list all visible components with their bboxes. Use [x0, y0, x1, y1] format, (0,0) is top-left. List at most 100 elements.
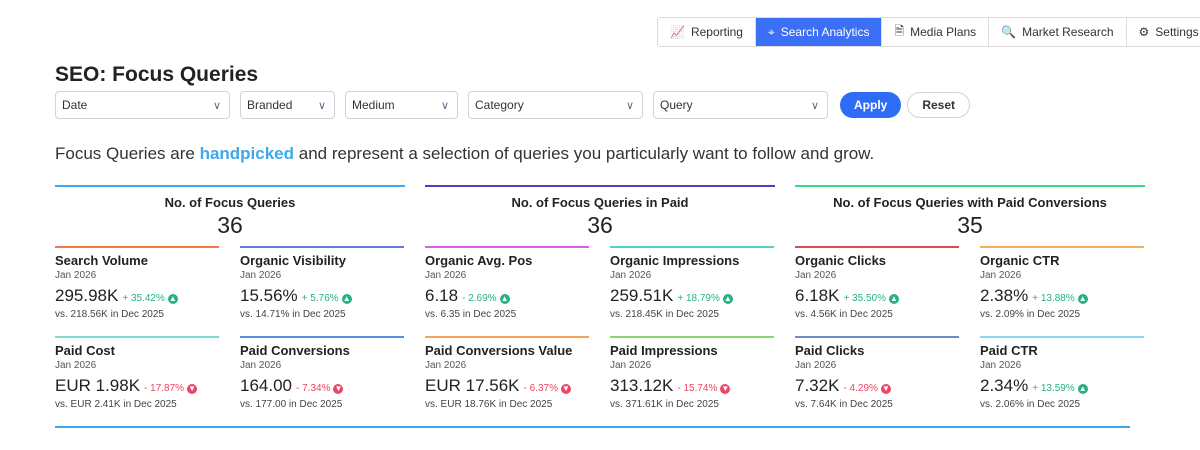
metric-color-bar: [55, 246, 219, 248]
metric-value: 7.32K: [795, 376, 840, 395]
metric-color-bar: [980, 246, 1144, 248]
metric-date: Jan 2026: [425, 270, 467, 281]
branded-select[interactable]: Branded ∨: [240, 91, 335, 119]
metric-card: Paid Impressions Jan 2026 313.12K - 15.74% ▼…: [610, 336, 774, 410]
metric-change-text: + 35.42%: [122, 293, 165, 304]
metric-title: Paid CTR: [980, 343, 1038, 358]
metric-change-text: - 2.69%: [462, 293, 497, 304]
nav-label: Reporting: [690, 25, 743, 39]
metric-color-bar: [240, 336, 404, 338]
nav-market-research[interactable]: 🔍 Market Research: [989, 18, 1127, 46]
intro-text: Focus Queries are handpicked and represe…: [55, 144, 874, 164]
metric-color-bar: [425, 246, 589, 248]
metric-change: + 35.50% ▲: [843, 293, 899, 304]
nav-settings[interactable]: ⚙ Settings: [1127, 18, 1200, 46]
medium-select-value: Medium: [352, 98, 395, 112]
nav-reporting[interactable]: 📈 Reporting: [658, 18, 756, 46]
date-select[interactable]: Date ∨: [55, 91, 230, 119]
arrow-up-icon: ▲: [499, 293, 510, 304]
metric-value: 295.98K: [55, 286, 119, 305]
metric-change-text: - 6.37%: [523, 383, 558, 394]
chevron-down-icon: ∨: [440, 99, 449, 112]
category-select[interactable]: Category ∨: [468, 91, 643, 119]
crosshair-icon: ⌖: [767, 24, 775, 39]
metric-change-text: - 15.74%: [677, 383, 718, 394]
medium-select[interactable]: Medium ∨: [345, 91, 458, 119]
metric-value: EUR 1.98K: [55, 376, 141, 395]
metric-card: Organic Clicks Jan 2026 6.18K + 35.50% ▲ vs. …: [795, 246, 959, 320]
page-title: SEO: Focus Queries: [55, 63, 259, 86]
metric-value-row: EUR 17.56K - 6.37% ▼: [425, 376, 589, 396]
arrow-up-icon: ▲: [1077, 383, 1088, 394]
metric-date: Jan 2026: [610, 270, 652, 281]
metric-change: + 5.76% ▲: [302, 293, 352, 304]
metric-change: - 4.29% ▼: [843, 383, 891, 394]
nav-label: Market Research: [1022, 25, 1114, 39]
chevron-down-icon: ∨: [317, 99, 326, 112]
metric-change: + 13.59% ▲: [1032, 383, 1088, 394]
metric-comparison: vs. 14.71% in Dec 2025: [240, 309, 346, 320]
metric-change-text: + 13.88%: [1032, 293, 1075, 304]
metric-date: Jan 2026: [240, 360, 282, 371]
arrow-up-icon: ▲: [1077, 293, 1088, 304]
metric-value-row: 259.51K + 18.79% ▲: [610, 286, 774, 306]
metric-change-text: + 13.59%: [1032, 383, 1075, 394]
metric-change: - 2.69% ▲: [462, 293, 510, 304]
query-select[interactable]: Query ∨: [653, 91, 828, 119]
nav-search-analytics[interactable]: ⌖ Search Analytics: [755, 18, 883, 46]
group-title: No. of Focus Queries in Paid: [511, 195, 689, 210]
metric-title: Organic Avg. Pos: [425, 253, 533, 268]
bottom-divider: [55, 426, 1130, 428]
intro-highlight: handpicked: [199, 144, 295, 163]
metric-change: - 15.74% ▼: [677, 383, 731, 394]
metric-value: EUR 17.56K: [425, 376, 520, 395]
apply-button[interactable]: Apply: [840, 92, 902, 118]
metric-card: Paid Clicks Jan 2026 7.32K - 4.29% ▼ vs. 7.64…: [795, 336, 959, 410]
metric-value-row: 295.98K + 35.42% ▲: [55, 286, 219, 306]
metric-title: Organic CTR: [980, 253, 1060, 268]
arrow-up-icon: ▲: [341, 293, 352, 304]
metric-date: Jan 2026: [55, 360, 97, 371]
metric-change-text: - 17.87%: [144, 383, 185, 394]
metric-comparison: vs. EUR 18.76K in Dec 2025: [425, 399, 553, 410]
branded-select-value: Branded: [247, 98, 293, 112]
metric-card: Organic Avg. Pos Jan 2026 6.18- 2.69% ▲ vs. …: [425, 246, 589, 320]
nav-media-plans[interactable]: 🗎 Media Plans: [882, 18, 990, 46]
group-title: No. of Focus Queries: [164, 195, 296, 210]
group-color-bar: [425, 185, 775, 187]
metric-color-bar: [980, 336, 1144, 338]
date-select-value: Date: [62, 98, 88, 112]
metric-comparison: vs. 371.61K in Dec 2025: [610, 399, 719, 410]
metric-title: Paid Impressions: [610, 343, 718, 358]
metric-value-row: 6.18- 2.69% ▲: [425, 286, 589, 306]
metric-value-row: 2.34% + 13.59% ▲: [980, 376, 1144, 396]
reset-button[interactable]: Reset: [907, 92, 971, 118]
metric-card: Paid Conversions Jan 2026 164.00 - 7.34% ▼ vs…: [240, 336, 404, 410]
nav-label: Media Plans: [910, 25, 977, 39]
metric-value: 6.18: [425, 286, 459, 305]
kpi-group: No. of Focus Queries 36: [55, 185, 405, 238]
arrow-down-icon: ▼: [880, 383, 891, 394]
group-value: 36: [217, 212, 243, 238]
arrow-up-icon: ▲: [722, 293, 733, 304]
nav-label: Search Analytics: [780, 25, 870, 39]
metric-comparison: vs. EUR 2.41K in Dec 2025: [55, 399, 177, 410]
metric-value: 313.12K: [610, 376, 674, 395]
kpi-group: No. of Focus Queries in Paid 36: [425, 185, 775, 238]
metric-date: Jan 2026: [795, 360, 837, 371]
metric-card: Paid Conversions Value Jan 2026 EUR 17.56K…: [425, 336, 589, 410]
metric-color-bar: [610, 336, 774, 338]
chart-icon: 📈: [670, 25, 685, 39]
metric-change: + 35.42% ▲: [122, 293, 178, 304]
metric-card: Organic Visibility Jan 2026 15.56% + 5.76% ▲…: [240, 246, 404, 320]
metric-change-text: + 18.79%: [677, 293, 720, 304]
metric-value-row: 313.12K - 15.74% ▼: [610, 376, 774, 396]
intro-after: and represent a selection of queries you…: [294, 144, 875, 163]
metric-title: Paid Conversions: [240, 343, 350, 358]
metric-value-row: 164.00 - 7.34% ▼: [240, 376, 404, 396]
metric-card: Paid Cost Jan 2026 EUR 1.98K - 17.87% ▼ vs. E…: [55, 336, 219, 410]
metric-value: 164.00: [240, 376, 292, 395]
metric-date: Jan 2026: [55, 270, 97, 281]
metric-comparison: vs. 6.35 in Dec 2025: [425, 309, 517, 320]
metric-date: Jan 2026: [425, 360, 467, 371]
